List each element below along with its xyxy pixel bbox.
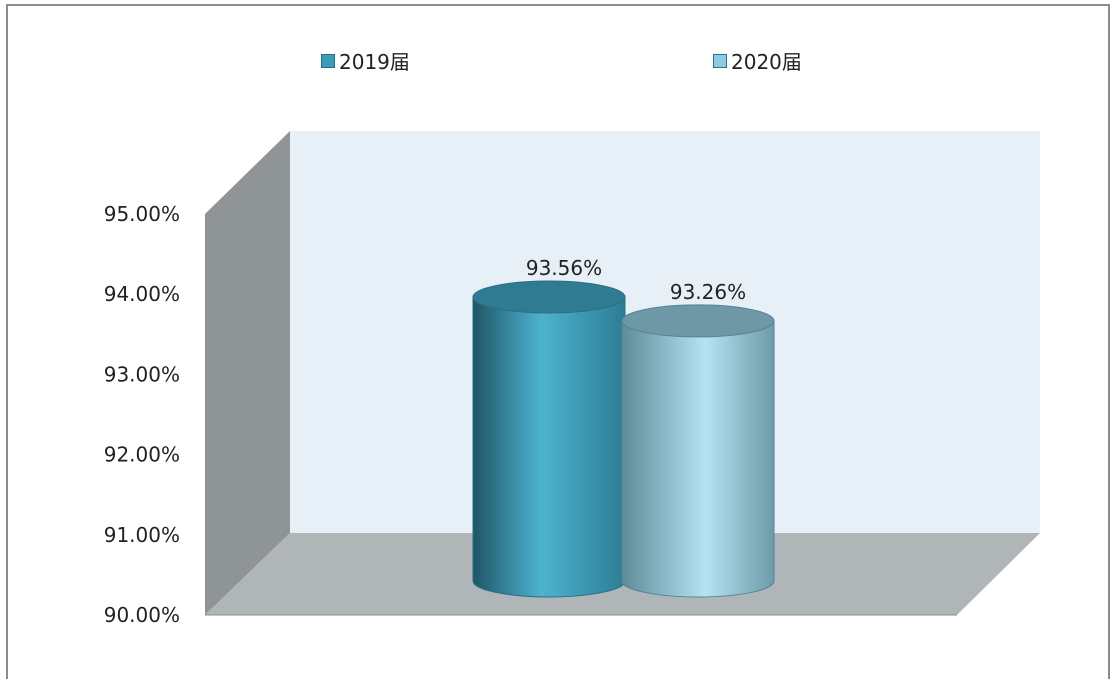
y-tick-label: 93.00% [104, 362, 180, 386]
legend-label-2020: 2020届 [731, 50, 802, 74]
y-axis-ticks: 95.00% 94.00% 93.00% 92.00% 91.00% 90.00% [104, 202, 180, 627]
bar-body-0 [472, 296, 626, 598]
bars [472, 280, 775, 598]
chart-frame [6, 4, 1110, 679]
y-tick-label: 95.00% [104, 202, 180, 226]
data-label-1: 93.26% [670, 280, 746, 304]
bar-top-1 [621, 304, 775, 338]
legend-item-2019: 2019届 [321, 46, 410, 75]
y-tick-label: 92.00% [104, 443, 180, 467]
legend-item-2020: 2020届 [713, 46, 802, 75]
legend-swatch-2020 [713, 53, 727, 68]
data-label-0: 93.56% [526, 256, 602, 280]
legend-swatch-2019 [321, 53, 335, 68]
bar-top-0 [472, 280, 626, 314]
data-labels: 93.56% 93.26% [526, 256, 746, 304]
legend-label-2019: 2019届 [339, 50, 410, 74]
y-tick-label: 94.00% [104, 282, 180, 306]
bar-body-1 [621, 320, 775, 598]
y-tick-label: 91.00% [104, 523, 180, 547]
side-wall [205, 131, 290, 615]
y-tick-label: 90.00% [104, 603, 180, 627]
